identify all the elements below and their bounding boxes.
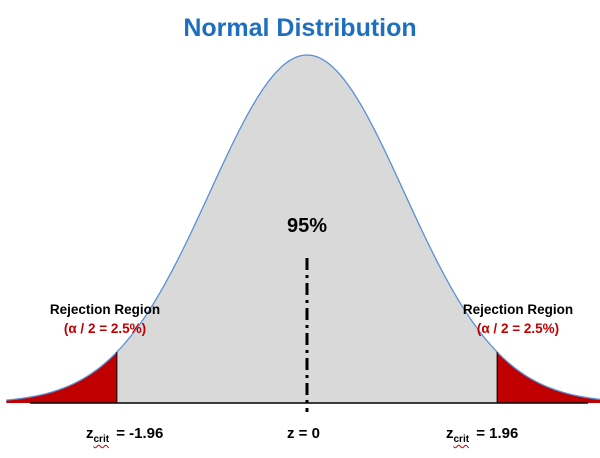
right-z-symbol: z	[446, 425, 454, 442]
right-rejection-alpha: (α / 2 = 2.5%)	[476, 321, 560, 336]
left-critical-value-label: zcrit = -1.96	[86, 425, 163, 445]
right-critical-value-label: zcrit = 1.96	[446, 425, 518, 445]
left-rejection-alpha: (α / 2 = 2.5%)	[63, 321, 147, 336]
bell-curve-line	[6, 54, 600, 401]
mean-label: z = 0	[287, 425, 320, 442]
left-rejection-label: Rejection Region (α / 2 = 2.5%)	[20, 302, 190, 336]
right-rejection-title: Rejection Region	[462, 302, 574, 317]
left-z-symbol: z	[86, 425, 94, 442]
right-rejection-label: Rejection Region (α / 2 = 2.5%)	[433, 302, 600, 336]
right-critical-value: = 1.96	[472, 425, 519, 442]
left-rejection-region-fill	[6, 352, 117, 403]
acceptance-region-fill	[116, 55, 498, 403]
diagram-title: Normal Distribution	[183, 14, 417, 42]
left-rejection-title: Rejection Region	[49, 302, 161, 317]
right-rejection-region-fill	[497, 352, 600, 403]
left-critical-value: = -1.96	[112, 425, 164, 442]
right-crit-subscript: crit	[453, 434, 470, 445]
left-crit-subscript: crit	[93, 434, 110, 445]
center-area-label: 95%	[286, 215, 328, 237]
